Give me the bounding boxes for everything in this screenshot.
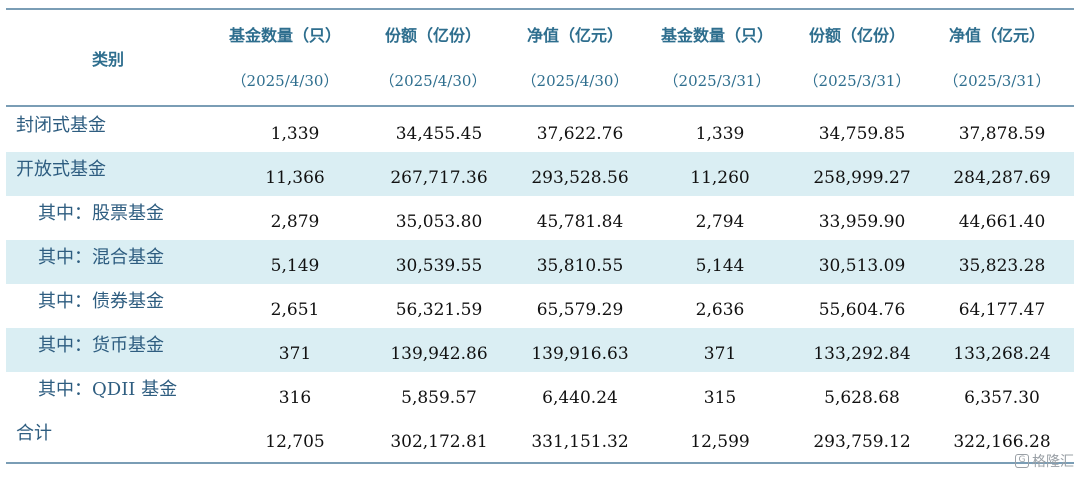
row-label: 开放式基金	[16, 159, 106, 180]
table-cell: 284,287.69	[953, 168, 1051, 188]
table-cell: 5,628.68	[824, 388, 900, 408]
table-cell: 1,339	[270, 124, 320, 144]
table-cell: 12,705	[265, 432, 325, 452]
header-col-1-date: （2025/4/30）	[231, 72, 339, 90]
table-cell: 2,636	[695, 300, 745, 320]
table-cell: 258,999.27	[813, 168, 911, 188]
table-cell: 5,144	[695, 256, 745, 276]
table-cell: 139,942.86	[390, 344, 488, 364]
table-cell: 5,859.57	[401, 388, 477, 408]
table-row: 其中：债券基金 2,651 56,321.59 65,579.29 2,636 …	[6, 284, 1074, 328]
table-cell: 37,878.59	[958, 124, 1046, 144]
row-label: 其中：混合基金	[38, 247, 164, 268]
row-label: 合计	[16, 423, 52, 444]
table-cell: 65,579.29	[536, 300, 624, 320]
table-cell: 133,268.24	[953, 344, 1051, 364]
table-cell: 64,177.47	[958, 300, 1046, 320]
table-cell: 2,651	[270, 300, 320, 320]
header-col-5-date: （2025/3/31）	[803, 72, 911, 90]
table-cell: 1,339	[695, 124, 745, 144]
row-label: 其中：股票基金	[38, 203, 164, 224]
row-label: 其中：债券基金	[38, 291, 164, 312]
table-cell: 371	[278, 344, 312, 364]
table-top-rule	[6, 8, 1074, 10]
table-cell: 30,513.09	[818, 256, 906, 276]
table-cell: 35,053.80	[395, 212, 483, 232]
header-col-5-title: 份额（亿份）	[808, 26, 905, 45]
table-row: 其中：混合基金 5,149 30,539.55 35,810.55 5,144 …	[6, 240, 1074, 284]
header-col-1-title: 基金数量（只）	[228, 26, 341, 45]
table-row: 其中：股票基金 2,879 35,053.80 45,781.84 2,794 …	[6, 196, 1074, 240]
header-col-4-date: （2025/3/31）	[663, 72, 771, 90]
table-cell: 34,455.45	[395, 124, 483, 144]
table-cell: 315	[703, 388, 737, 408]
row-label: 其中：货币基金	[38, 335, 164, 356]
table-cell: 293,759.12	[813, 432, 911, 452]
table-cell: 34,759.85	[818, 124, 906, 144]
table-cell: 322,166.28	[953, 432, 1051, 452]
table-cell: 371	[703, 344, 737, 364]
row-label: 其中：QDII 基金	[38, 379, 178, 400]
row-label: 封闭式基金	[16, 115, 106, 136]
table-cell: 44,661.40	[958, 212, 1046, 232]
table-cell: 139,916.63	[531, 344, 629, 364]
header-col-6-title: 净值（亿元）	[948, 26, 1045, 45]
table-cell: 11,260	[690, 168, 750, 188]
table-cell: 11,366	[265, 168, 325, 188]
table-cell: 55,604.76	[818, 300, 906, 320]
header-col-2-title: 份额（亿份）	[384, 26, 481, 45]
table-row-total: 合计 12,705 302,172.81 331,151.32 12,599 2…	[6, 416, 1074, 460]
table-row: 封闭式基金 1,339 34,455.45 37,622.76 1,339 34…	[6, 108, 1074, 152]
table-cell: 2,879	[270, 212, 320, 232]
watermark-logo-icon: G	[1015, 454, 1029, 468]
header-col-3-date: （2025/4/30）	[521, 72, 629, 90]
table-cell: 37,622.76	[536, 124, 624, 144]
header-bottom-rule	[6, 105, 1074, 107]
table-row: 其中：货币基金 371 139,942.86 139,916.63 371 13…	[6, 328, 1074, 372]
header-col-6-date: （2025/3/31）	[943, 72, 1051, 90]
table-cell: 133,292.84	[813, 344, 911, 364]
table-cell: 316	[278, 388, 312, 408]
table-cell: 30,539.55	[395, 256, 483, 276]
table-cell: 293,528.56	[531, 168, 629, 188]
table-cell: 35,823.28	[958, 256, 1046, 276]
table-cell: 12,599	[690, 432, 750, 452]
table-cell: 56,321.59	[395, 300, 483, 320]
table-bottom-rule	[6, 462, 1074, 464]
table-row: 其中：QDII 基金 316 5,859.57 6,440.24 315 5,6…	[6, 372, 1074, 416]
table-cell: 45,781.84	[536, 212, 624, 232]
table-row: 开放式基金 11,366 267,717.36 293,528.56 11,26…	[6, 152, 1074, 196]
table-cell: 35,810.55	[536, 256, 624, 276]
table-cell: 331,151.32	[531, 432, 629, 452]
table-cell: 2,794	[695, 212, 745, 232]
watermark-text: 格隆汇	[1032, 454, 1074, 470]
header-col-3-title: 净值（亿元）	[526, 26, 623, 45]
table-cell: 5,149	[270, 256, 320, 276]
header-category: 类别	[91, 50, 124, 69]
header-col-2-date: （2025/4/30）	[379, 72, 487, 90]
watermark: G 格隆汇	[1015, 451, 1074, 471]
table-cell: 302,172.81	[390, 432, 488, 452]
table-cell: 267,717.36	[390, 168, 488, 188]
header-col-4-title: 基金数量（只）	[660, 26, 773, 45]
table-cell: 6,357.30	[964, 388, 1040, 408]
table-cell: 6,440.24	[542, 388, 618, 408]
table-cell: 33,959.90	[818, 212, 906, 232]
